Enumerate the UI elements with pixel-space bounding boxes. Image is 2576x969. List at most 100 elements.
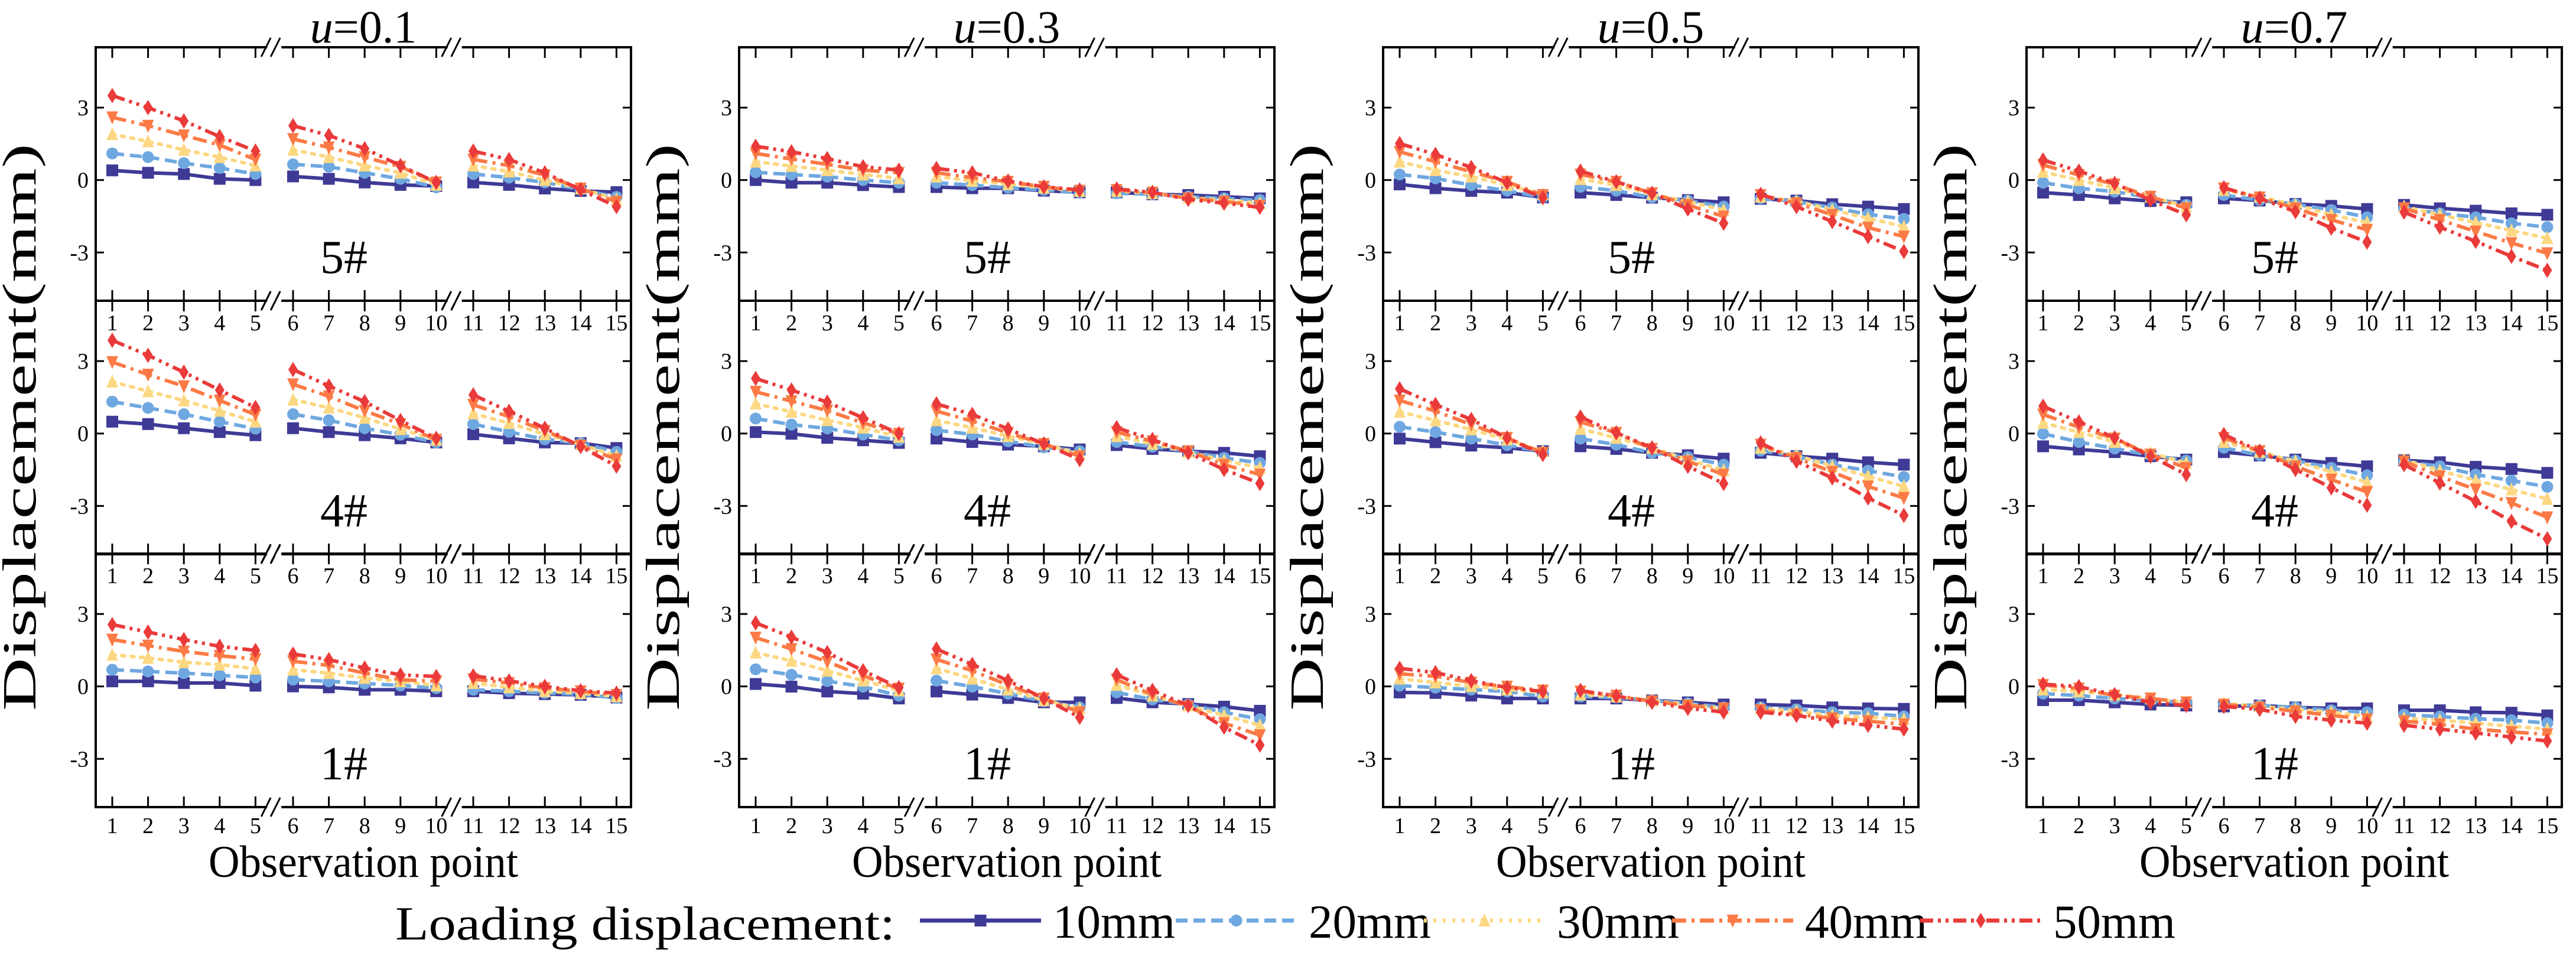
triangle-down-marker bbox=[2541, 247, 2554, 261]
x-tick-label: 4 bbox=[857, 311, 869, 336]
diamond-marker bbox=[395, 158, 405, 174]
axis-break-gap bbox=[2378, 45, 2393, 50]
circle-marker bbox=[785, 669, 798, 681]
triangle-up-marker bbox=[287, 392, 299, 406]
triangle-down-marker bbox=[106, 633, 118, 647]
axis-break-gap bbox=[267, 298, 282, 303]
diamond-marker bbox=[179, 113, 189, 129]
triangle-up-marker bbox=[750, 645, 762, 659]
triangle-up-marker bbox=[1898, 479, 1910, 493]
triangle-down-marker bbox=[1394, 145, 1406, 159]
triangle-up-marker bbox=[249, 661, 262, 675]
y-axis-label: Displacement(mm) bbox=[1925, 144, 1977, 711]
square-marker bbox=[323, 173, 335, 185]
axis-break-mark bbox=[1547, 544, 1569, 564]
axis-break-line bbox=[1547, 797, 1559, 817]
triangle-down-marker bbox=[359, 151, 371, 164]
diamond-marker bbox=[2291, 461, 2301, 477]
x-tick-label: 10 bbox=[1068, 311, 1091, 336]
diamond-marker bbox=[2074, 679, 2084, 695]
x-tick-label: 1 bbox=[1394, 814, 1406, 838]
diamond-marker bbox=[431, 430, 441, 446]
x-tick-label: 2 bbox=[2073, 311, 2084, 336]
series-50mm bbox=[1395, 136, 1909, 259]
y-tick-label: 3 bbox=[721, 602, 732, 627]
triangle-down-marker bbox=[178, 380, 190, 394]
triangle-up-marker bbox=[931, 661, 942, 675]
diamond-marker bbox=[1219, 719, 1229, 735]
axis-break-line bbox=[1547, 544, 1559, 564]
axis-break-line bbox=[260, 37, 272, 57]
diamond-marker bbox=[1255, 199, 1265, 215]
square-marker bbox=[467, 176, 479, 188]
series-line-segment bbox=[112, 115, 256, 161]
x-tick-label: 7 bbox=[967, 564, 978, 588]
diamond-marker bbox=[1538, 684, 1548, 700]
triangle-up-marker bbox=[821, 664, 834, 677]
axis-break-line bbox=[1728, 544, 1740, 564]
triangle-down-marker bbox=[142, 119, 154, 133]
axis-break-mark bbox=[1084, 797, 1105, 817]
legend-title: Loading displacement: bbox=[395, 898, 895, 950]
square-marker bbox=[178, 677, 190, 689]
diamond-marker bbox=[1756, 186, 1765, 202]
diamond-marker bbox=[2074, 414, 2084, 430]
axis-break-line bbox=[1094, 37, 1105, 57]
axis-break-gap bbox=[1554, 45, 1569, 50]
diamond-marker bbox=[1075, 710, 1085, 726]
square-marker bbox=[323, 426, 335, 438]
diamond-marker bbox=[1538, 190, 1548, 206]
circle-marker bbox=[750, 412, 762, 425]
x-tick-label: 6 bbox=[2219, 814, 2230, 838]
triangle-down-marker bbox=[178, 645, 190, 659]
legend-entry-40mm: 40mm bbox=[1672, 896, 1927, 948]
x-tick-label: 14 bbox=[1213, 564, 1235, 588]
y-tick-label: 3 bbox=[77, 96, 89, 121]
axis-break-line bbox=[2372, 37, 2383, 57]
x-tick-label: 2 bbox=[2073, 564, 2084, 588]
axis-break-gap bbox=[1554, 805, 1569, 809]
y-tick-label: -3 bbox=[2001, 494, 2019, 519]
triangle-up-marker bbox=[2470, 215, 2482, 229]
square-marker bbox=[1898, 459, 1910, 471]
x-tick-label: 5 bbox=[250, 311, 261, 336]
y-tick-label: -3 bbox=[1357, 747, 1376, 772]
x-tick-label: 8 bbox=[2290, 311, 2301, 336]
diamond-marker bbox=[575, 182, 586, 198]
axis-break-line bbox=[269, 37, 281, 57]
diamond-marker bbox=[2506, 729, 2516, 745]
axis-break-gap bbox=[447, 805, 462, 809]
diamond-marker bbox=[1147, 682, 1157, 698]
x-tick-label: 9 bbox=[1682, 564, 1693, 588]
diamond-marker bbox=[1430, 147, 1440, 162]
diamond-marker bbox=[1039, 179, 1049, 195]
series-line-segment bbox=[755, 390, 900, 435]
square-marker bbox=[2541, 209, 2554, 221]
x-tick-label: 4 bbox=[214, 311, 225, 336]
diamond-marker bbox=[469, 387, 478, 403]
circle-marker bbox=[931, 424, 942, 436]
measurement-line-label: 4# bbox=[2251, 485, 2298, 537]
circle-marker bbox=[178, 408, 190, 421]
diamond-marker bbox=[2110, 175, 2120, 191]
diamond-marker bbox=[1147, 431, 1157, 447]
square-marker bbox=[1862, 456, 1874, 469]
triangle-up-marker bbox=[2505, 223, 2518, 237]
subplot-1-hash: 30-3112233445566778899101011111212131314… bbox=[1357, 544, 1920, 838]
diamond-marker bbox=[2038, 398, 2048, 414]
x-tick-label: 6 bbox=[1575, 564, 1586, 588]
diamond-marker bbox=[2291, 204, 2301, 220]
triangle-up-marker bbox=[178, 655, 190, 668]
diamond-marker bbox=[2362, 715, 2372, 731]
square-marker bbox=[750, 678, 762, 690]
y-tick-label: 3 bbox=[2008, 602, 2019, 627]
triangle-down-marker bbox=[467, 153, 479, 167]
diamond-marker bbox=[2219, 427, 2229, 443]
triangle-up-marker bbox=[142, 651, 154, 664]
square-marker bbox=[467, 428, 479, 440]
diamond-marker bbox=[1791, 707, 1801, 723]
measurement-line-label: 5# bbox=[2251, 232, 2298, 284]
circle-marker bbox=[2037, 177, 2049, 189]
axis-break-line bbox=[2372, 544, 2383, 564]
square-marker bbox=[106, 164, 118, 177]
